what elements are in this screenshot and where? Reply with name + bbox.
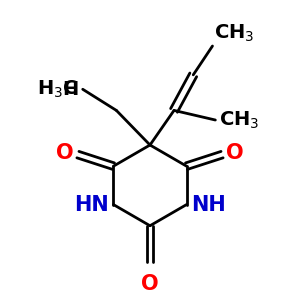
Text: CH$_3$: CH$_3$: [214, 23, 255, 44]
Text: O: O: [141, 274, 159, 294]
Text: CH$_3$: CH$_3$: [219, 110, 260, 131]
Text: NH: NH: [191, 195, 226, 214]
Text: H: H: [63, 80, 79, 99]
Text: H$_3$C: H$_3$C: [37, 79, 78, 100]
Text: O: O: [226, 143, 244, 163]
Text: HN: HN: [74, 195, 109, 214]
Text: O: O: [56, 143, 74, 163]
